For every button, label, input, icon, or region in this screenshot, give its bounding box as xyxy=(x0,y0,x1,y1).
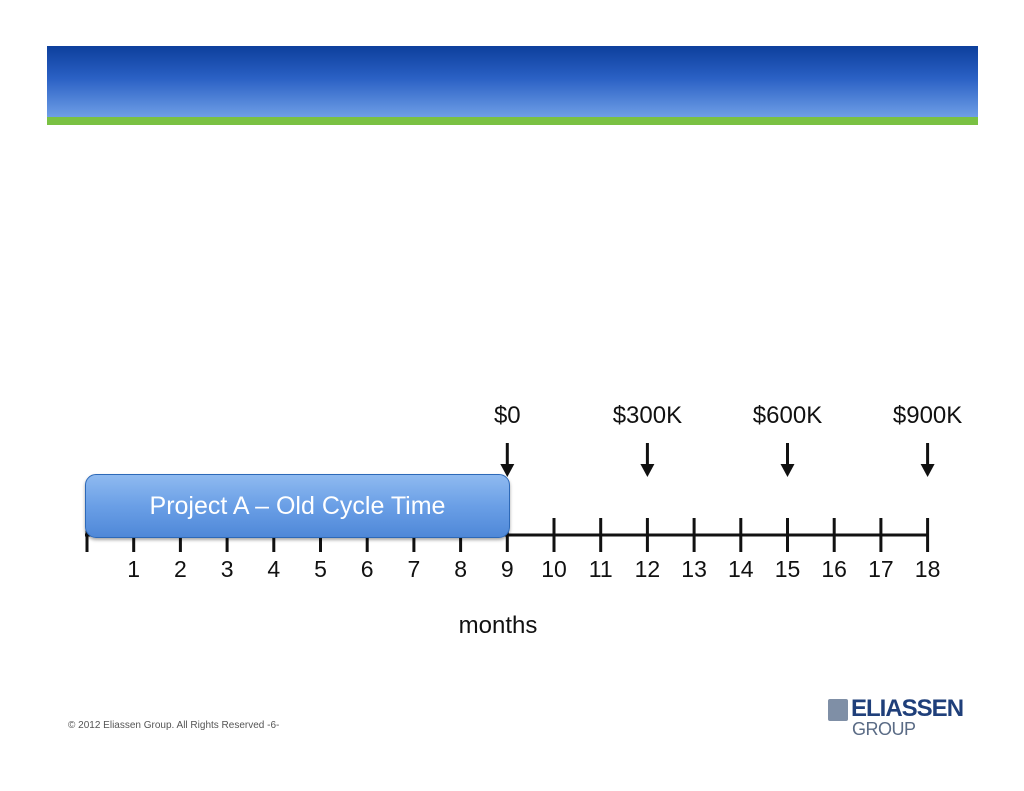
month-label: 6 xyxy=(361,556,374,582)
footer-copyright: © 2012 Eliassen Group. All Rights Reserv… xyxy=(68,720,280,731)
down-arrow-head xyxy=(920,464,935,477)
header-bar xyxy=(47,46,978,117)
month-label: 3 xyxy=(221,556,234,582)
month-label: 13 xyxy=(681,556,707,582)
milestone-amount-label: $900K xyxy=(893,402,962,429)
month-label: 8 xyxy=(454,556,467,582)
milestone-amount-label: $600K xyxy=(753,402,822,429)
month-label: 14 xyxy=(728,556,754,582)
month-label: 17 xyxy=(868,556,894,582)
project-a-label: Project A – Old Cycle Time xyxy=(149,491,446,520)
milestone-amount-label: $300K xyxy=(613,402,682,429)
down-arrow-head xyxy=(640,464,655,477)
milestone-amount-label: $0 xyxy=(494,402,521,429)
month-label: 12 xyxy=(635,556,661,582)
logo-portrait-icon xyxy=(828,699,848,721)
month-label: 4 xyxy=(267,556,280,582)
down-arrow-head xyxy=(780,464,795,477)
month-label: 5 xyxy=(314,556,327,582)
month-label: 10 xyxy=(541,556,567,582)
month-label: 9 xyxy=(501,556,514,582)
month-label: 2 xyxy=(174,556,187,582)
month-label: 15 xyxy=(775,556,801,582)
month-label: 1 xyxy=(127,556,140,582)
axis-label-months: months xyxy=(459,612,538,639)
logo-line2: GROUP xyxy=(852,719,916,739)
down-arrow-head xyxy=(500,464,515,477)
eliassen-group-logo: ELIASSEN GROUP xyxy=(828,697,966,739)
project-a-bar: Project A – Old Cycle Time xyxy=(85,474,510,538)
logo-line1: ELIASSEN xyxy=(851,695,964,722)
month-label: 16 xyxy=(821,556,847,582)
header-accent-rule xyxy=(47,117,978,125)
month-label: 7 xyxy=(408,556,421,582)
month-label: 11 xyxy=(589,556,613,582)
month-label: 18 xyxy=(915,556,941,582)
